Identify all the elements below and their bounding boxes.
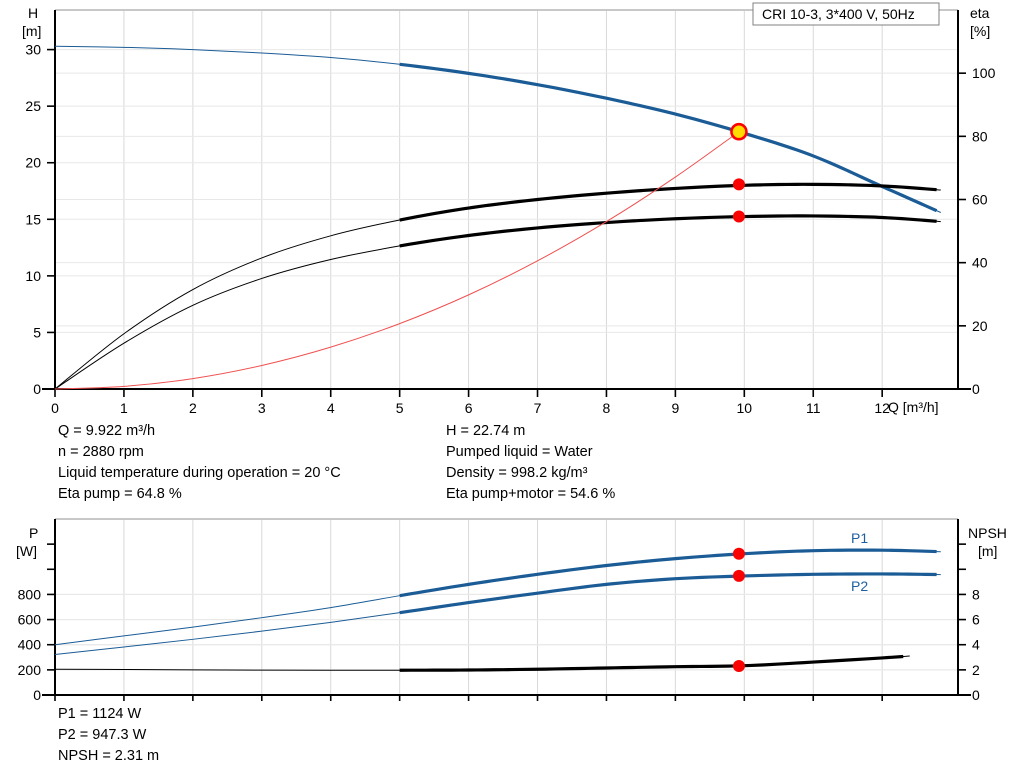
tick-label-bottom: 4 — [327, 400, 335, 416]
top-chart-ticks — [47, 48, 966, 397]
tick-label-left: 200 — [18, 662, 42, 678]
curve-thick-p1 — [399, 548, 937, 598]
info-density: Density = 998.2 kg/m³ — [446, 465, 588, 481]
bottom-chart-markers — [732, 547, 745, 672]
tick-label-right: 4 — [972, 637, 980, 653]
p1-point-marker — [732, 547, 745, 560]
bottom-power-npsh-chart: 0 200 400 600 800 0 2 4 6 8 P [W] NPSH [m] P1 P2 — [16, 518, 1007, 703]
top-chart-markers — [730, 122, 748, 223]
tick-label-left: 5 — [33, 324, 41, 340]
bottom-chart-curves — [54, 548, 941, 672]
tick-label-left: 600 — [18, 612, 42, 628]
tick-label-left: 800 — [18, 586, 42, 602]
tick-label-right: 2 — [972, 662, 980, 678]
eta-pump-point-marker — [732, 210, 745, 223]
tick-label-bottom: 3 — [258, 400, 266, 416]
power-npsh-info: P1 = 1124 W P2 = 947.3 W NPSH = 2.31 m — [58, 704, 159, 767]
curve-thick-p2 — [399, 572, 937, 615]
tick-label-right: 80 — [972, 128, 988, 144]
tick-label-bottom: 6 — [465, 400, 473, 416]
operating-point-info-col2: H = 22.74 m Pumped liquid = Water Densit… — [446, 421, 615, 505]
tick-label-bottom: 11 — [806, 400, 821, 416]
tick-label-bottom: 5 — [396, 400, 404, 416]
tick-label-bottom: 8 — [603, 400, 611, 416]
npsh-point-marker — [732, 659, 745, 672]
bottom-chart-right-axis-name: NPSH — [968, 525, 1007, 541]
tick-label-right: 40 — [972, 255, 988, 271]
top-chart-gridlines — [55, 10, 958, 389]
curve-thick-npsh — [399, 654, 904, 672]
bottom-chart-left-axis-name: P — [29, 525, 38, 541]
bottom-chart-tick-labels: 0 200 400 600 800 0 2 4 6 8 — [18, 586, 980, 703]
tick-label-left: 0 — [33, 687, 41, 703]
tick-label-bottom: 2 — [189, 400, 197, 416]
tick-label-left: 400 — [18, 637, 42, 653]
bottom-chart-gridlines — [55, 519, 958, 695]
curve-thin-0 — [54, 45, 941, 213]
p2-curve-label: P2 — [851, 578, 868, 594]
info-npsh: NPSH = 2.31 m — [58, 748, 160, 764]
top-chart-x-axis-label: Q [m³/h] — [888, 399, 939, 415]
tick-label-left: 15 — [25, 211, 41, 227]
info-speed: n = 2880 rpm — [58, 444, 144, 460]
tick-label-right: 20 — [972, 318, 988, 334]
tick-label-right: 0 — [972, 687, 980, 703]
top-chart-curves — [54, 45, 941, 390]
bottom-chart-right-axis-unit: [m] — [978, 543, 997, 559]
title-box — [752, 2, 940, 26]
tick-label-bottom: 9 — [671, 400, 679, 416]
curve-duty-point-power-line — [54, 131, 740, 390]
bottom-chart-left-axis-unit: [W] — [16, 543, 37, 559]
tick-label-right: 8 — [972, 586, 980, 602]
tick-label-bottom: 1 — [120, 400, 128, 416]
tick-label-right: 100 — [972, 65, 996, 81]
p1-curve-label: P1 — [851, 530, 868, 546]
operating-point-info-col1: Q = 9.922 m³/h n = 2880 rpm Liquid tempe… — [58, 421, 341, 505]
top-chart-left-axis-unit: [m] — [22, 23, 41, 39]
top-chart-left-axis-name: H — [28, 5, 38, 21]
info-h: H = 22.74 m — [446, 423, 526, 439]
title-box-label: CRI 10-3, 3*400 V, 50Hz — [762, 6, 915, 22]
tick-label-right: 60 — [972, 192, 988, 208]
curve-thick-head-h- — [399, 62, 938, 213]
tick-label-left: 10 — [25, 268, 41, 284]
info-p1: P1 = 1124 W — [58, 706, 142, 722]
p2-point-marker — [732, 569, 745, 582]
tick-label-bottom: 0 — [51, 400, 59, 416]
tick-label-left: 20 — [25, 155, 41, 171]
curve-thin-p2 — [54, 573, 941, 656]
tick-label-left: 25 — [25, 98, 41, 114]
bottom-chart-ticks — [47, 543, 966, 701]
info-p2: P2 = 947.3 W — [58, 727, 147, 743]
eta-pump-motor-point-marker — [732, 178, 745, 191]
duty-point-marker — [730, 122, 748, 141]
curve-thick-eta-pump — [399, 214, 937, 248]
info-eta-pump: Eta pump = 64.8 % — [58, 486, 182, 502]
info-pumped-liquid: Pumped liquid = Water — [446, 444, 593, 460]
tick-label-bottom: 12 — [874, 400, 890, 416]
info-eta-pump-motor: Eta pump+motor = 54.6 % — [446, 486, 616, 502]
info-q: Q = 9.922 m³/h — [58, 423, 156, 439]
curve-thick-eta-pump-motor — [399, 182, 937, 222]
tick-label-right: 6 — [972, 612, 980, 628]
curve-thin-2 — [54, 215, 941, 390]
top-chart-right-axis-unit: [%] — [970, 23, 990, 39]
info-liquid-temperature: Liquid temperature during operation = 20… — [58, 465, 341, 481]
tick-label-bottom: 7 — [534, 400, 542, 416]
tick-label-left: 30 — [25, 42, 41, 58]
tick-label-left: 0 — [33, 381, 41, 397]
tick-label-bottom: 10 — [737, 400, 753, 416]
top-chart-right-axis-name: eta — [970, 5, 990, 21]
tick-label-right: 0 — [972, 381, 980, 397]
